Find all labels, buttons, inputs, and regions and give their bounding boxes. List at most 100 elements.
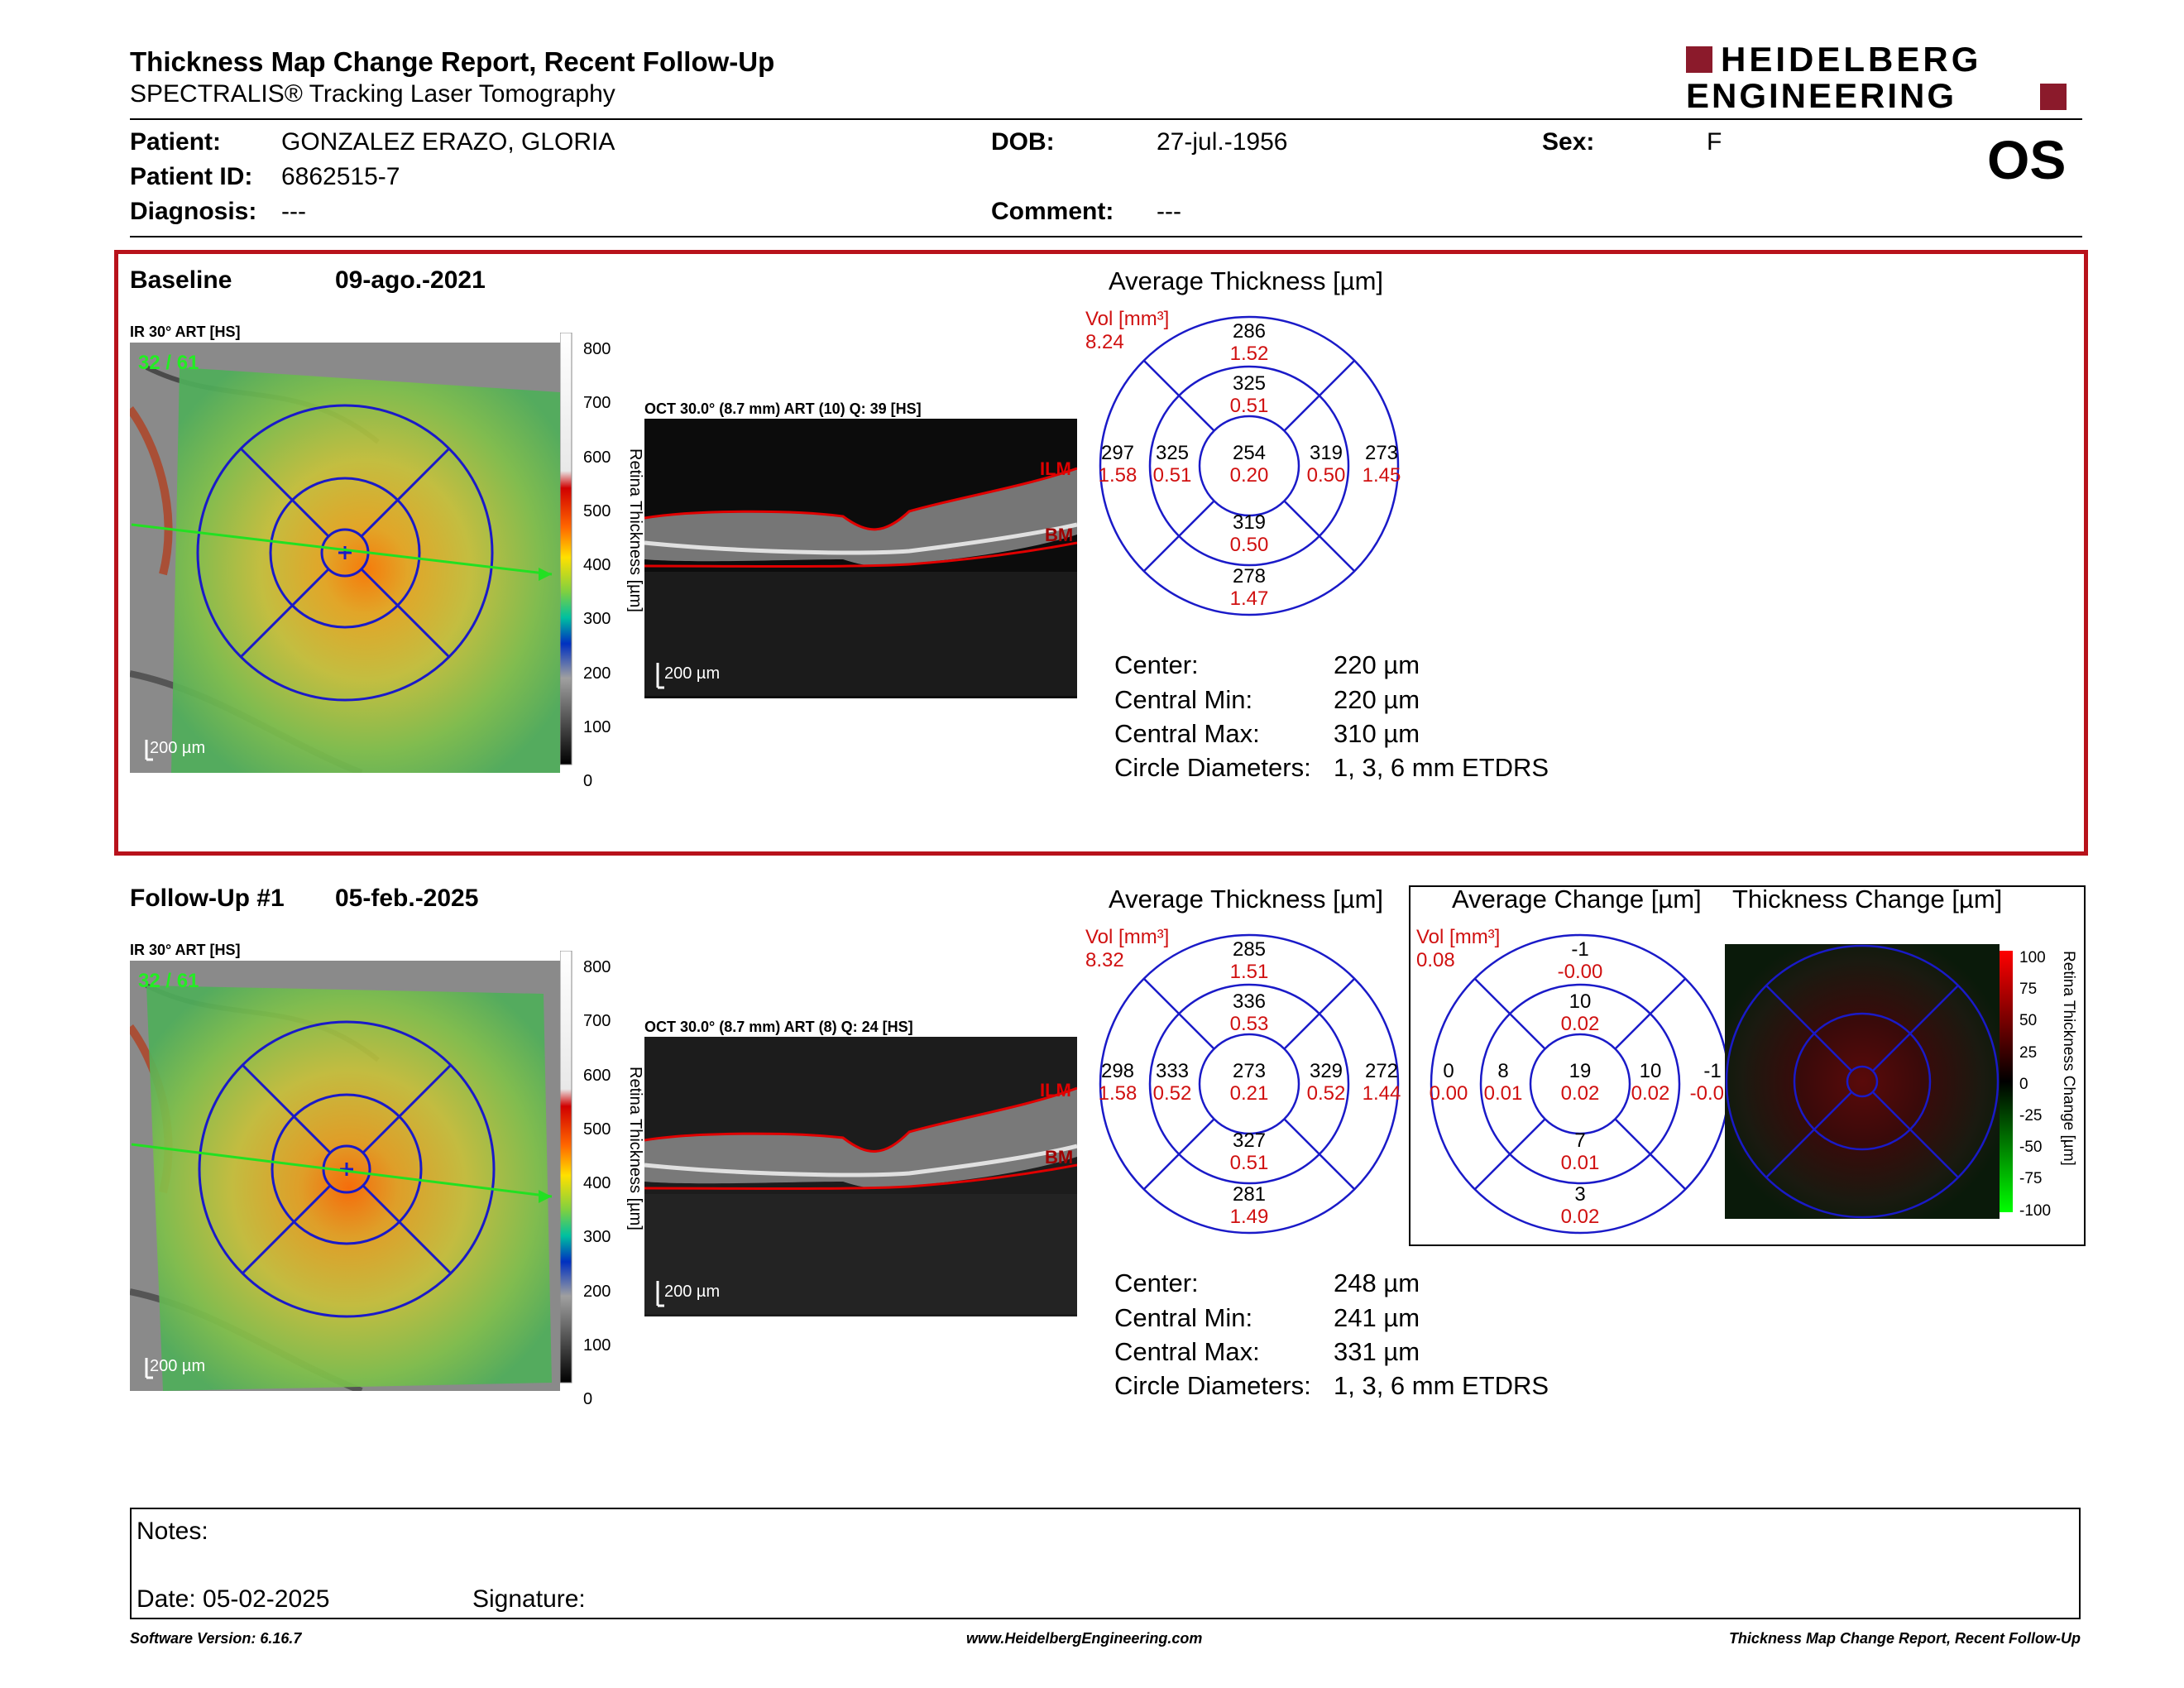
change-colorbar-tick: -25 <box>2019 1107 2043 1125</box>
change-inner-sup-thickness: 10 <box>1569 990 1592 1013</box>
followup-inner-right-volume: 0.52 <box>1307 1082 1346 1105</box>
followup-colorbar-ticks: 800 700 600 500 400 300 200 100 0 <box>583 941 611 1427</box>
change-outer-sup-volume: -0.00 <box>1558 961 1603 983</box>
colorbar-tick: 600 <box>583 1066 611 1085</box>
baseline-colorbar-ticks: 800 700 600 500 400 300 200 100 0 <box>583 323 611 809</box>
logo-line1: HEIDELBERG <box>1721 40 1982 79</box>
followup-inner-sup-thickness: 336 <box>1233 990 1266 1013</box>
dob-value: 27-jul.-1956 <box>1157 128 1288 156</box>
change-colorbar-tick: 50 <box>2019 1012 2038 1030</box>
change-outer-inf-thickness: 3 <box>1574 1183 1585 1206</box>
change-outer-inf-volume: 0.02 <box>1561 1206 1600 1228</box>
baseline-stat-min-label: Central Min: <box>1114 685 1253 714</box>
followup-stat-min-value: 241 µm <box>1334 1303 1420 1332</box>
baseline-fundus-image: 32 / 61 200 µm <box>126 343 560 776</box>
baseline-inner-right-thickness: 319 <box>1310 442 1343 464</box>
change-colorbar-tick: 100 <box>2019 949 2046 966</box>
dob-label: DOB: <box>991 128 1055 156</box>
baseline-inner-right-volume: 0.50 <box>1307 464 1346 487</box>
thickness-change-map <box>1725 944 2000 1219</box>
change-inner-left-thickness: 8 <box>1497 1060 1508 1082</box>
change-inner-inf-volume: 0.01 <box>1561 1152 1600 1174</box>
notes-box[interactable]: Notes: Date: 05-02-2025 Signature: <box>130 1508 2081 1619</box>
baseline-frame <box>114 250 2088 856</box>
baseline-outer-sup-volume: 1.52 <box>1230 343 1269 365</box>
baseline-date: 09-ago.-2021 <box>335 266 486 294</box>
baseline-stat-max-value: 310 µm <box>1334 719 1420 748</box>
baseline-colorbar: 800 700 600 500 400 300 200 100 0 Retina… <box>559 332 659 790</box>
baseline-inner-inf-thickness: 319 <box>1233 511 1266 534</box>
baseline-outer-sup-thickness: 286 <box>1233 320 1266 343</box>
followup-inner-left-volume: 0.52 <box>1153 1082 1192 1105</box>
colorbar-tick: 600 <box>583 448 611 467</box>
baseline-vol-total: 8.24 <box>1085 331 1124 353</box>
change-colorbar-tick: 25 <box>2019 1043 2038 1062</box>
baseline-outer-inf-volume: 1.47 <box>1230 587 1269 610</box>
comment-label: Comment: <box>991 198 1114 225</box>
diagnosis-value: --- <box>281 198 306 225</box>
followup-ir-label: IR 30° ART [HS] <box>130 942 241 958</box>
change-colorbar-tick: 75 <box>2019 981 2038 999</box>
colorbar-tick: 500 <box>583 501 611 520</box>
followup-inner-sup-volume: 0.53 <box>1230 1013 1269 1035</box>
baseline-stat-diam-label: Circle Diameters: <box>1114 753 1311 782</box>
baseline-outer-right-thickness: 273 <box>1365 442 1398 464</box>
baseline-outer-inf-thickness: 278 <box>1233 565 1266 587</box>
change-etdrs-chart: -1 -0.00 10 0.02 19 0.02 7 0.01 3 0.02 0… <box>1415 923 1762 1245</box>
change-colorbar-tick: -75 <box>2019 1170 2043 1188</box>
baseline-bm-label: BM <box>1045 525 1073 545</box>
colorbar-tick: 800 <box>583 958 611 976</box>
colorbar-tick: 100 <box>583 1336 611 1355</box>
baseline-outer-left-volume: 1.58 <box>1099 464 1138 487</box>
followup-fundus-image: 32 / 61 200 µm <box>126 961 560 1394</box>
change-inner-right-thickness: 10 <box>1640 1060 1662 1082</box>
change-colorbar: 100 75 50 25 0 -25 -50 -75 -100 Retina T… <box>2000 949 2082 1220</box>
patient-label: Patient: <box>130 128 222 156</box>
followup-center-volume: 0.21 <box>1230 1082 1269 1105</box>
change-outer-left-thickness: 0 <box>1443 1060 1454 1082</box>
change-colorbar-tick: -100 <box>2019 1201 2052 1220</box>
report-title: Thickness Map Change Report, Recent Foll… <box>130 46 775 77</box>
baseline-inner-left-thickness: 325 <box>1156 442 1189 464</box>
followup-outer-inf-volume: 1.49 <box>1230 1206 1269 1228</box>
followup-oct-scale: 200 µm <box>664 1283 720 1301</box>
colorbar-tick: 300 <box>583 1228 611 1247</box>
notes-date: Date: 05-02-2025 <box>136 1585 330 1613</box>
followup-outer-right-volume: 1.44 <box>1363 1082 1401 1105</box>
baseline-vol-label: Vol [mm³] <box>1085 308 1170 330</box>
footer-report-name: Thickness Map Change Report, Recent Foll… <box>1728 1630 2081 1647</box>
followup-stat-max-value: 331 µm <box>1334 1337 1420 1366</box>
baseline-stat-min-value: 220 µm <box>1334 685 1420 714</box>
followup-stat-min-label: Central Min: <box>1114 1303 1253 1332</box>
change-center-thickness: 19 <box>1569 1060 1592 1082</box>
change-vol-label: Vol [mm³] <box>1416 926 1501 948</box>
followup-inner-inf-thickness: 327 <box>1233 1129 1266 1152</box>
change-inner-right-volume: 0.02 <box>1631 1082 1670 1105</box>
heidelberg-logo: HEIDELBERG ENGINEERING <box>1686 41 2067 117</box>
baseline-center-volume: 0.20 <box>1230 464 1269 487</box>
followup-date: 05-feb.-2025 <box>335 885 479 912</box>
footer-website[interactable]: www.HeidelbergEngineering.com <box>966 1630 1203 1647</box>
notes-label: Notes: <box>136 1518 208 1545</box>
followup-bm-label: BM <box>1045 1147 1073 1168</box>
patient-id-label: Patient ID: <box>130 163 253 190</box>
colorbar-tick: 200 <box>583 1282 611 1301</box>
change-inner-sup-volume: 0.02 <box>1561 1013 1600 1035</box>
change-colorbar-title: Retina Thickness Change [µm] <box>2060 951 2077 1166</box>
change-colorbar-ticks: 100 75 50 25 0 -25 -50 -75 -100 <box>2019 942 2051 1227</box>
baseline-ilm-label: ILM <box>1040 458 1071 479</box>
report-subtitle: SPECTRALIS® Tracking Laser Tomography <box>130 80 615 108</box>
colorbar-tick: 800 <box>583 340 611 358</box>
comment-value: --- <box>1157 198 1181 225</box>
baseline-ir-label: IR 30° ART [HS] <box>130 324 241 340</box>
change-outer-sup-thickness: -1 <box>1571 938 1588 961</box>
colorbar-title: Retina Thickness [µm] <box>626 448 644 612</box>
followup-outer-sup-volume: 1.51 <box>1230 961 1269 983</box>
baseline-stat-max-label: Central Max: <box>1114 719 1260 748</box>
followup-oct-label: OCT 30.0° (8.7 mm) ART (8) Q: 24 [HS] <box>644 1019 913 1035</box>
thickness-change-title: Thickness Change [µm] <box>1732 885 2003 914</box>
followup-oct-image: ILM BM 200 µm <box>644 1037 1078 1316</box>
colorbar-tick: 0 <box>583 1390 593 1409</box>
change-inner-inf-thickness: 7 <box>1574 1129 1585 1152</box>
followup-stat-center-label: Center: <box>1114 1268 1199 1297</box>
